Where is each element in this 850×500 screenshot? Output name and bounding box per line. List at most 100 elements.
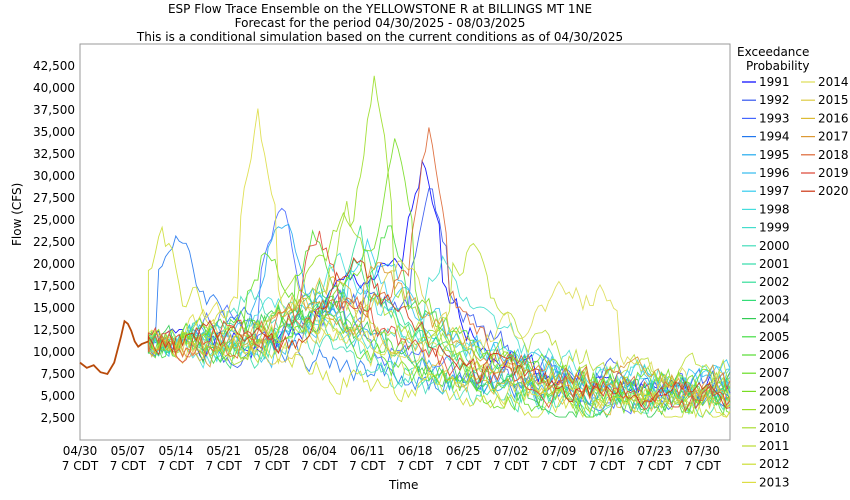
y-tick-label: 22,500 [33,235,75,249]
legend-label-2019: 2019 [818,166,849,180]
series-line-2006 [147,229,731,416]
legend-label-2003: 2003 [759,293,790,307]
y-tick-label: 17,500 [33,279,75,293]
series-line-2013 [147,108,731,418]
x-tick-time: 7 CDT [445,459,482,473]
legend-label-1999: 1999 [759,221,790,235]
legend-label-1994: 1994 [759,130,790,144]
legend-label-2020: 2020 [818,184,849,198]
x-tick-time: 7 CDT [684,459,721,473]
series-line-2011 [147,242,731,387]
x-tick-time: 7 CDT [301,459,338,473]
y-tick-label: 15,000 [33,301,75,315]
plot-border [79,43,731,441]
series-line-2015 [147,260,731,409]
legend-label-2001: 2001 [759,257,790,271]
y-axis-label: Flow (CFS) [10,182,24,246]
legend-label-1997: 1997 [759,184,790,198]
x-tick-time: 7 CDT [62,459,99,473]
x-tick-date: 05/28 [254,444,289,458]
legend-label-1991: 1991 [759,75,790,89]
legend-label-1993: 1993 [759,111,790,125]
observed-trace [79,319,149,376]
x-tick-time: 7 CDT [637,459,674,473]
x-tick-date: 06/04 [302,444,337,458]
x-tick-time: 7 CDT [253,459,290,473]
x-tick-time: 7 CDT [349,459,386,473]
chart-title: ESP Flow Trace Ensemble on the YELLOWSTO… [167,2,593,16]
legend-label-2013: 2013 [759,475,790,489]
series-lines [147,75,731,419]
legend-label-1998: 1998 [759,202,790,216]
series-line-2016 [147,275,731,416]
x-tick-date: 06/11 [350,444,385,458]
series-line-2019 [147,230,731,412]
y-tick-label: 2,500 [41,411,75,425]
legend-label-2012: 2012 [759,457,790,471]
y-tick-label: 25,000 [33,213,75,227]
legend-label-2002: 2002 [759,275,790,289]
legend-label-2010: 2010 [759,421,790,435]
x-tick-time: 7 CDT [158,459,195,473]
x-tick-date: 07/09 [542,444,577,458]
y-tick-label: 12,500 [33,323,75,337]
legend-label-1996: 1996 [759,166,790,180]
series-line-2020 [147,256,731,409]
y-tick-label: 10,000 [33,345,75,359]
x-tick-date: 05/07 [111,444,146,458]
y-tick-label: 5,000 [41,389,75,403]
legend-label-2009: 2009 [759,403,790,417]
x-tick-date: 07/30 [685,444,720,458]
x-tick-date: 07/16 [590,444,625,458]
legend-label-2005: 2005 [759,330,790,344]
x-tick-date: 07/23 [637,444,672,458]
legend-label-2014: 2014 [818,75,849,89]
chart-title-block: ESP Flow Trace Ensemble on the YELLOWSTO… [0,2,760,44]
legend-label-2000: 2000 [759,239,790,253]
legend: 1991 1992 1993 1994 1995 1996 1997 1998 1999 2000… [742,75,849,489]
y-tick-label: 42,500 [33,59,75,73]
x-axis-label: Time [389,478,419,492]
x-tick-date: 05/14 [158,444,193,458]
y-tick-label: 40,000 [33,81,75,95]
chart-subtitle-conditions: This is a conditional simulation based o… [136,30,624,44]
y-tick-label: 37,500 [33,103,75,117]
legend-label-2011: 2011 [759,439,790,453]
x-tick-time: 7 CDT [110,459,147,473]
y-tick-label: 7,500 [41,367,75,381]
y-tick-label: 35,000 [33,125,75,139]
x-tick-time: 7 CDT [589,459,626,473]
legend-label-2016: 2016 [818,111,849,125]
legend-label-2008: 2008 [759,384,790,398]
series-line-1997 [147,237,731,397]
y-axis-ticks: 2,500 5,000 7,500 10,000 12,500 15,000 17,500 2… [33,59,75,425]
legend-title-line2: Probability [746,59,810,73]
x-tick-time: 7 CDT [493,459,530,473]
x-tick-time: 7 CDT [397,459,434,473]
series-line-2009 [147,75,731,406]
x-tick-date: 07/02 [494,444,529,458]
legend-title-line1: Exceedance [737,45,810,59]
legend-label-2004: 2004 [759,312,790,326]
legend-label-1992: 1992 [759,93,790,107]
x-tick-time: 7 CDT [541,459,578,473]
x-tick-date: 06/18 [398,444,433,458]
legend-label-2017: 2017 [818,130,849,144]
x-tick-date: 04/30 [63,444,98,458]
x-tick-date: 05/21 [206,444,241,458]
y-tick-label: 20,000 [33,257,75,271]
legend-title: Exceedance Probability [737,45,837,73]
legend-label-2006: 2006 [759,348,790,362]
legend-label-2015: 2015 [818,93,849,107]
x-tick-date: 06/25 [446,444,481,458]
legend-label-2018: 2018 [818,148,849,162]
legend-label-1995: 1995 [759,148,790,162]
chart-subtitle-period: Forecast for the period 04/30/2025 - 08/… [234,16,526,30]
series-line-2017 [147,262,731,400]
y-tick-label: 30,000 [33,169,75,183]
legend-label-2007: 2007 [759,366,790,380]
y-tick-label: 32,500 [33,147,75,161]
observed-line [79,319,149,376]
y-tick-label: 27,500 [33,191,75,205]
